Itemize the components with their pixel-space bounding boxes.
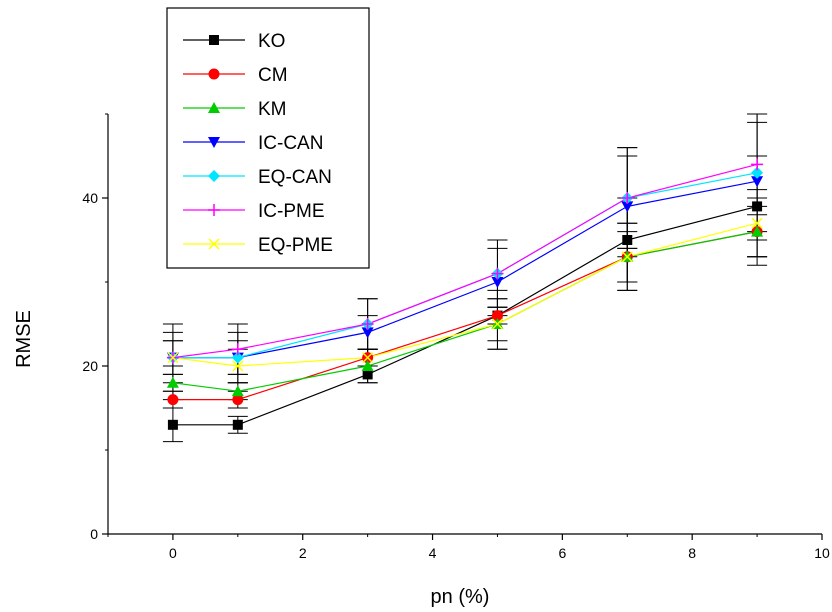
- point-eq-pme: [167, 352, 179, 364]
- point-ic-pme: [621, 192, 634, 204]
- point-eq-pme: [621, 251, 633, 263]
- series-line-ic-pme: [172, 163, 758, 359]
- legend-marker-eq-pme: [208, 238, 220, 250]
- point-cm: [491, 310, 503, 322]
- point-eq-can: [231, 351, 244, 364]
- y-axis-title: RMSE: [13, 310, 35, 368]
- legend-marker-km: [208, 102, 220, 113]
- y-tick-label: 40: [82, 190, 98, 206]
- legend-label-ko: KO: [258, 31, 285, 52]
- point-ko: [622, 235, 633, 245]
- point-eq-pme: [232, 360, 244, 372]
- legend-box: [166, 7, 370, 269]
- point-km: [166, 376, 179, 388]
- y-axis-ticks: 0 20 40: [82, 113, 108, 542]
- legend-marker-cm: [208, 68, 220, 80]
- x-axis-title: pn (%): [431, 586, 490, 608]
- x-tick-label: 8: [688, 545, 696, 561]
- x-tick-label: 4: [429, 545, 437, 561]
- legend-marker-ic-can: [208, 137, 220, 148]
- point-ko: [167, 419, 178, 430]
- point-cm: [167, 394, 179, 406]
- point-ic-can: [361, 327, 374, 339]
- point-ic-can: [491, 277, 504, 288]
- legend-label-cm: CM: [258, 65, 288, 86]
- series-lines: [172, 163, 758, 426]
- point-ic-pme: [491, 267, 504, 280]
- x-tick-label: 2: [299, 545, 307, 561]
- legend-marker-ko: [209, 35, 219, 45]
- x-tick-label: 10: [814, 545, 830, 561]
- legend-label-eq-pme: EQ-PME: [258, 235, 333, 256]
- point-ko: [362, 369, 373, 380]
- point-ic-pme: [231, 343, 244, 356]
- legend-label-ic-pme: IC-PME: [258, 201, 325, 222]
- series-line-eq-pme: [172, 222, 758, 367]
- point-eq-pme: [362, 352, 374, 364]
- x-tick-label: 0: [169, 545, 177, 561]
- point-cm: [232, 394, 244, 406]
- y-tick-label: 0: [90, 526, 98, 542]
- point-km: [751, 225, 764, 237]
- point-eq-can: [751, 166, 764, 179]
- point-ko: [232, 419, 243, 430]
- x-axis-ticks: 0 2 4 6 8 10: [107, 534, 830, 561]
- series-line-km: [172, 231, 758, 392]
- point-eq-pme: [491, 318, 503, 330]
- x-tick-label: 6: [558, 545, 566, 561]
- point-ic-pme: [361, 318, 374, 330]
- point-km: [361, 360, 374, 371]
- legend-marker-ic-pme: [208, 204, 220, 216]
- legend: KO CM KM IC-CAN EQ-CAN IC-PME EQ-PME: [166, 7, 370, 269]
- legend-marker-eq-can: [208, 170, 220, 182]
- point-ko: [752, 201, 763, 212]
- legend-label-ic-can: IC-CAN: [258, 133, 323, 154]
- legend-label-eq-can: EQ-CAN: [258, 167, 332, 188]
- data-markers: [166, 158, 764, 430]
- point-ic-pme: [751, 158, 764, 171]
- y-tick-label: 20: [82, 358, 98, 374]
- legend-label-km: KM: [258, 99, 287, 120]
- point-ic-can: [751, 176, 764, 188]
- point-ic-can: [621, 201, 634, 213]
- point-eq-pme: [751, 217, 763, 229]
- point-km: [231, 385, 244, 397]
